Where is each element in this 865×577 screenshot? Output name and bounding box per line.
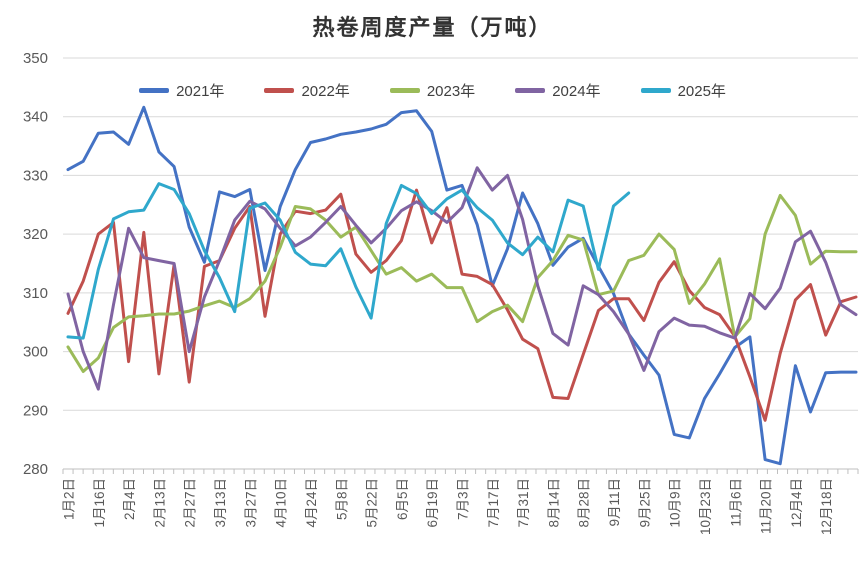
chart-title: 热卷周度产量（万吨）: [312, 15, 553, 40]
x-tick-label: 9月25日: [637, 478, 652, 528]
x-tick-label: 12月18日: [819, 478, 834, 535]
x-tick-label: 3月27日: [243, 478, 258, 528]
x-tick-label: 3月13日: [213, 478, 228, 528]
x-tick-label: 10月9日: [668, 478, 683, 528]
chart-legend: 2021年 2022年 2023年 2024年 2025年: [0, 80, 865, 101]
legend-dash-icon: [264, 88, 295, 93]
y-tick-label: 310: [23, 285, 48, 302]
y-tick-label: 300: [23, 344, 48, 361]
legend-label: 2021年: [176, 83, 225, 100]
legend-dash-icon: [139, 88, 170, 93]
x-tick-label: 10月23日: [698, 478, 713, 535]
y-tick-label: 340: [23, 109, 48, 126]
y-tick-label: 330: [23, 167, 48, 184]
legend-dash-icon: [389, 88, 420, 93]
x-tick-label: 6月19日: [425, 478, 440, 528]
x-tick-label: 7月17日: [486, 478, 501, 528]
x-tick-label: 7月3日: [456, 478, 471, 520]
series-line-2022年: [66, 188, 858, 422]
y-tick-label: 280: [23, 461, 48, 478]
x-tick-label: 9月11日: [607, 478, 622, 527]
x-tick-label: 4月24日: [304, 478, 319, 528]
x-tick-label: 12月4日: [789, 478, 804, 528]
x-tick-label: 1月16日: [92, 478, 107, 528]
legend-item-2024年: 2024年: [515, 80, 601, 101]
series-line-2021年: [66, 105, 858, 466]
x-tick-label: 8月14日: [546, 478, 561, 528]
series-line-2023年: [66, 193, 858, 373]
x-tick-label: 2月4日: [122, 478, 137, 520]
legend-dash-icon: [640, 88, 671, 93]
legend-item-2025年: 2025年: [640, 80, 726, 101]
x-tick-label: 8月28日: [577, 478, 592, 528]
legend-item-2021年: 2021年: [139, 80, 224, 101]
series-line-2025年: [66, 182, 631, 340]
x-tick-label: 11月20日: [759, 478, 774, 534]
legend-item-2023年: 2023年: [389, 80, 476, 101]
x-tick-label: 11月6日: [728, 478, 743, 527]
legend-item-2022年: 2022年: [264, 80, 350, 101]
y-tick-label: 290: [23, 402, 48, 419]
series-line-2024年: [66, 166, 858, 391]
legend-label: 2022年: [301, 83, 350, 100]
x-tick-label: 5月8日: [334, 478, 349, 520]
legend-label: 2024年: [552, 83, 601, 100]
x-tick-label: 2月27日: [183, 478, 198, 528]
x-tick-label: 1月2日: [62, 478, 77, 520]
x-tick-label: 2月13日: [152, 478, 167, 528]
y-tick-label: 320: [23, 226, 48, 243]
x-tick-label: 4月10日: [274, 478, 289, 528]
x-tick-label: 6月5日: [395, 478, 410, 520]
legend-dash-icon: [515, 88, 546, 93]
legend-label: 2023年: [426, 83, 476, 100]
legend-label: 2025年: [677, 83, 726, 100]
y-tick-label: 350: [23, 50, 48, 67]
x-tick-label: 7月31日: [516, 478, 531, 528]
x-tick-label: 5月22日: [365, 478, 380, 528]
